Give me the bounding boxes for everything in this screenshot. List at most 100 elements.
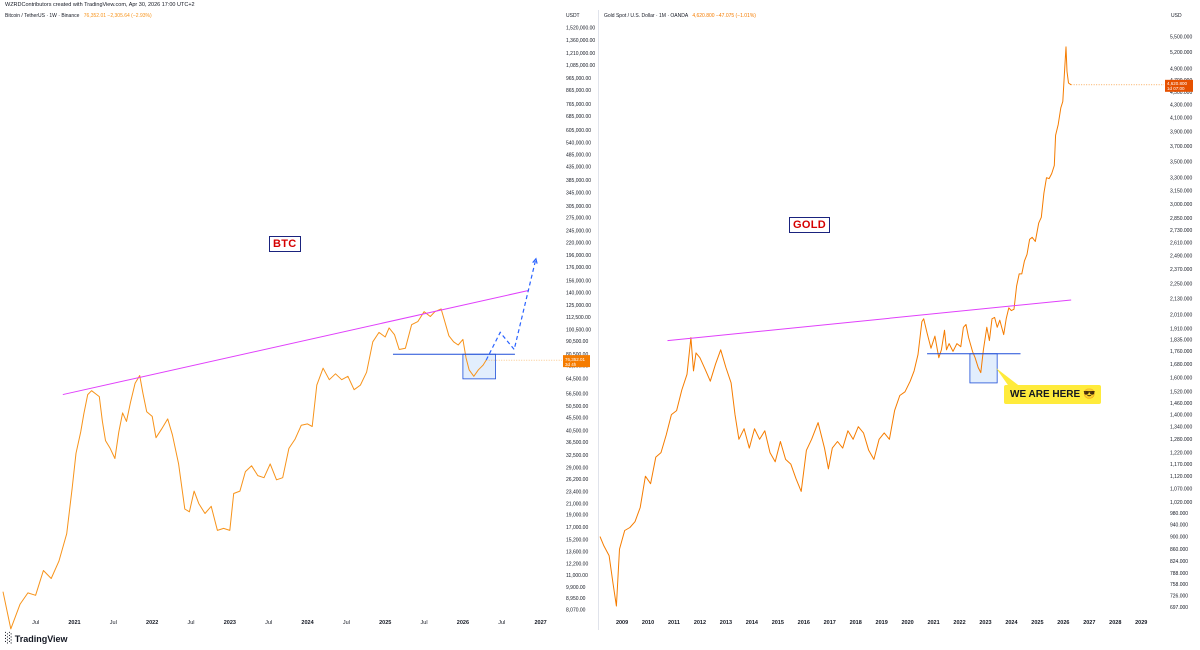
gold-currency-label: USD [1171, 13, 1182, 19]
gold-y-tick-label: 2,730.000 [1170, 228, 1192, 234]
gold-y-tick-label: 3,150.000 [1170, 188, 1192, 194]
gold-y-tick-label: 1,835.000 [1170, 338, 1192, 344]
panel-divider [598, 10, 599, 630]
btc-x-tick-label: 2023 [224, 620, 236, 626]
gold-price-tag: 4,620.800 1d 07:00 [1165, 80, 1189, 92]
btc-x-tick-label: Jul [32, 620, 39, 626]
gold-x-tick-label: 2010 [642, 620, 654, 626]
btc-x-tick-label: Jul [498, 620, 505, 626]
gold-y-tick-label: 4,300.000 [1170, 102, 1192, 108]
btc-x-tick-label: 2026 [457, 620, 469, 626]
gold-x-tick-label: 2015 [772, 620, 784, 626]
btc-resistance-line [62, 289, 530, 396]
gold-price-line [599, 46, 1072, 607]
gold-y-tick-label: 824.000 [1170, 559, 1188, 565]
tradingview-logo[interactable]: ░ TradingView [5, 633, 68, 644]
btc-symbol-legend[interactable]: Bitcoin / TetherUS · 1W · Binance 76,352… [5, 13, 152, 19]
gold-y-tick-label: 3,500.000 [1170, 159, 1192, 165]
btc-y-tick-label: 50,500.00 [566, 404, 588, 410]
gold-y-tick-label: 1,460.000 [1170, 401, 1192, 407]
gold-x-tick-label: 2018 [850, 620, 862, 626]
gold-y-tick-label: 1,220.000 [1170, 450, 1192, 456]
gold-y-tick-label: 1,520.000 [1170, 390, 1192, 396]
gold-x-tick-label: 2011 [668, 620, 680, 626]
chart-header: WZRDContributors created with TradingVie… [5, 2, 195, 8]
btc-y-tick-label: 11,000.00 [566, 573, 588, 579]
gold-x-tick-label: 2017 [824, 620, 836, 626]
gold-x-tick-label: 2014 [746, 620, 759, 626]
btc-projection-arrow [532, 257, 538, 264]
btc-symbol-name: Bitcoin / TetherUS · 1W · Binance [5, 13, 80, 19]
btc-y-tick-label: 140,000.00 [566, 291, 591, 297]
gold-label-badge: GOLD [789, 217, 830, 233]
tradingview-logo-icon: ░ [5, 633, 13, 644]
gold-y-tick-label: 4,500.000 [1170, 90, 1192, 96]
tradingview-logo-text: TradingView [14, 633, 68, 644]
gold-y-tick-label: 2,610.000 [1170, 240, 1192, 246]
gold-x-tick-label: 2013 [720, 620, 732, 626]
btc-y-tick-label: 19,000.00 [566, 512, 588, 518]
gold-resistance-line [667, 299, 1072, 342]
gold-x-tick-label: 2021 [927, 620, 939, 626]
btc-x-tick-label: 2027 [534, 620, 546, 626]
btc-y-tick-label: 100,500.00 [566, 327, 591, 333]
gold-y-tick-label: 1,170.000 [1170, 462, 1192, 468]
btc-y-tick-label: 21,000.00 [566, 501, 588, 507]
gold-price-tag-bg [1165, 79, 1193, 92]
gold-x-tick-label: 2020 [901, 620, 913, 626]
btc-projection-path [485, 258, 537, 361]
gold-y-tick-label: 1,600.000 [1170, 375, 1192, 381]
btc-x-tick-label: Jul [187, 620, 194, 626]
btc-y-tick-label: 112,500.00 [566, 315, 591, 321]
gold-symbol-value: 4,620.800 −47.075 (−1.01%) [692, 13, 756, 19]
gold-y-tick-label: 1,070.000 [1170, 487, 1192, 493]
gold-y-tick-label: 2,490.000 [1170, 253, 1192, 259]
gold-x-tick-label: 2027 [1083, 620, 1095, 626]
gold-highlight-box [969, 353, 998, 384]
btc-y-tick-label: 29,000.00 [566, 466, 588, 472]
btc-y-tick-label: 32,500.00 [566, 453, 588, 459]
gold-y-tick-label: 1,120.000 [1170, 474, 1192, 480]
gold-x-tick-label: 2012 [694, 620, 706, 626]
btc-price-line [2, 308, 487, 630]
gold-symbol-legend[interactable]: Gold Spot / U.S. Dollar · 1M · OANDA 4,6… [604, 13, 756, 19]
btc-y-tick-label: 1,085,000.00 [566, 63, 595, 69]
btc-y-tick-label: 685,000.00 [566, 114, 591, 120]
btc-y-tick-label: 435,000.00 [566, 165, 591, 171]
gold-chart-panel: 5,500.0005,200.0004,900.0004,700.0004,50… [599, 34, 1193, 626]
btc-chart-panel: 1,520,000.00 1,360,000.00 1,210,000.00 1,08… [2, 26, 595, 630]
gold-x-tick-label: 2023 [979, 620, 991, 626]
gold-x-tick-label: 2009 [616, 620, 628, 626]
btc-y-tick-label: 345,000.00 [566, 190, 591, 196]
btc-y-tick-label: 605,000.00 [566, 128, 591, 134]
btc-y-tick-label: 305,000.00 [566, 204, 591, 210]
btc-y-tick-label: 23,400.00 [566, 489, 588, 495]
btc-y-tick-label: 1,360,000.00 [566, 38, 595, 44]
btc-y-tick-label: 965,000.00 [566, 76, 591, 82]
btc-y-tick-label: 540,000.00 [566, 141, 591, 147]
btc-x-tick-label: 2022 [146, 620, 158, 626]
gold-x-tick-label: 2016 [798, 620, 810, 626]
gold-y-tick-label: 758.000 [1170, 582, 1188, 588]
gold-y-tick-label: 697.000 [1170, 605, 1188, 611]
btc-y-tick-label: 275,000.00 [566, 216, 591, 222]
btc-y-tick-label: 56,500.00 [566, 391, 588, 397]
btc-y-tick-label: 765,000.00 [566, 102, 591, 108]
gold-y-tick-label: 3,300.000 [1170, 176, 1192, 182]
btc-y-tick-label: 865,000.00 [566, 88, 591, 94]
gold-y-tick-label: 1,340.000 [1170, 424, 1192, 430]
btc-y-tick-label: 8,950.00 [566, 596, 586, 602]
gold-y-tick-label: 1,680.000 [1170, 362, 1192, 368]
btc-y-tick-label: 196,000.00 [566, 253, 591, 259]
btc-y-tick-label: 90,500.00 [566, 339, 588, 345]
gold-y-tick-label: 788.000 [1170, 571, 1188, 577]
gold-y-tick-label: 2,130.000 [1170, 296, 1192, 302]
gold-y-tick-label: 1,910.000 [1170, 327, 1192, 333]
btc-y-tick-label: 12,200.00 [566, 562, 588, 568]
gold-y-tick-label: 5,500.000 [1170, 34, 1192, 40]
gold-y-tick-label: 726.000 [1170, 594, 1188, 600]
gold-y-tick-label: 2,850.000 [1170, 216, 1192, 222]
btc-y-tick-label: 156,000.00 [566, 279, 591, 285]
btc-y-tick-label: 1,210,000.00 [566, 51, 595, 57]
